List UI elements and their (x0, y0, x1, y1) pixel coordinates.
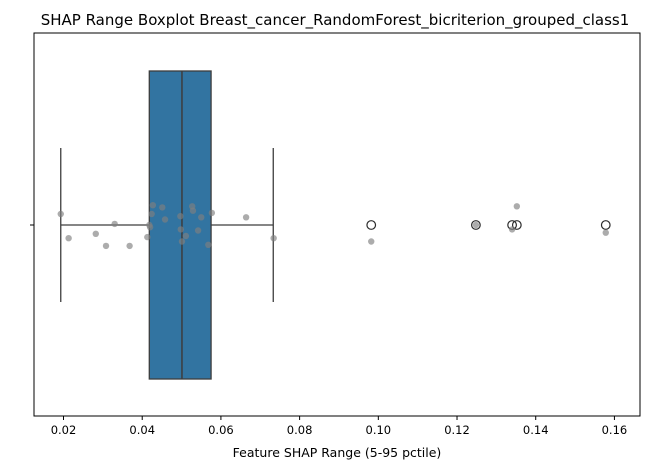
strip-point-4 (111, 220, 118, 228)
strip-point-26 (472, 221, 480, 229)
outlier-marker-0 (366, 220, 377, 230)
strip-point-18 (189, 207, 197, 214)
strip-point-14 (177, 226, 184, 233)
strip-point-12 (161, 216, 169, 223)
x-tick-label-5: 0.12 (444, 423, 470, 437)
strip-point-5 (126, 242, 133, 250)
outlier-marker-3 (511, 220, 522, 230)
x-tick-label-4: 0.10 (366, 423, 392, 437)
outlier-marker-1 (471, 220, 481, 230)
plot-area (30, 70, 611, 380)
strip-point-9 (148, 210, 155, 218)
strip-point-21 (205, 241, 212, 248)
strip-point-2 (92, 230, 99, 237)
box-iqr (148, 70, 212, 380)
strip-point-16 (182, 232, 190, 240)
x-tick-label-2: 0.06 (208, 423, 234, 437)
outlier-marker-4 (600, 220, 611, 230)
chart-title: SHAP Range Boxplot Breast_cancer_RandomF… (41, 11, 630, 30)
strip-point-3 (102, 242, 110, 250)
x-tick-label-7: 0.16 (602, 423, 628, 437)
strip-point-1 (65, 235, 72, 242)
strip-point-20 (198, 214, 205, 221)
strip-point-13 (177, 213, 184, 220)
x-tick-label-1: 0.04 (129, 423, 155, 437)
strip-point-22 (208, 209, 216, 217)
x-tick-label-3: 0.08 (287, 423, 313, 437)
strip-point-8 (146, 224, 154, 231)
strip-point-28 (513, 203, 521, 210)
strip-point-29 (602, 229, 609, 236)
strip-point-11 (159, 204, 166, 211)
strip-point-24 (270, 235, 277, 242)
strip-point-19 (194, 227, 202, 234)
strip-point-27 (508, 226, 516, 233)
strip-point-25 (368, 238, 375, 245)
x-axis-label: Feature SHAP Range (5-95 pctile) (233, 445, 442, 460)
x-tick-label-0: 0.02 (51, 423, 77, 437)
x-axis: 0.02 0.04 0.06 0.08 0.10 0.12 0.14 0.16 (51, 416, 628, 437)
strip-point-10 (149, 202, 157, 209)
plot-frame (33, 32, 641, 417)
strip-point-0 (57, 210, 64, 218)
strip-point-23 (242, 214, 250, 221)
strip-point-6 (144, 233, 151, 241)
strip-point-15 (178, 238, 186, 245)
x-tick-label-6: 0.14 (523, 423, 549, 437)
